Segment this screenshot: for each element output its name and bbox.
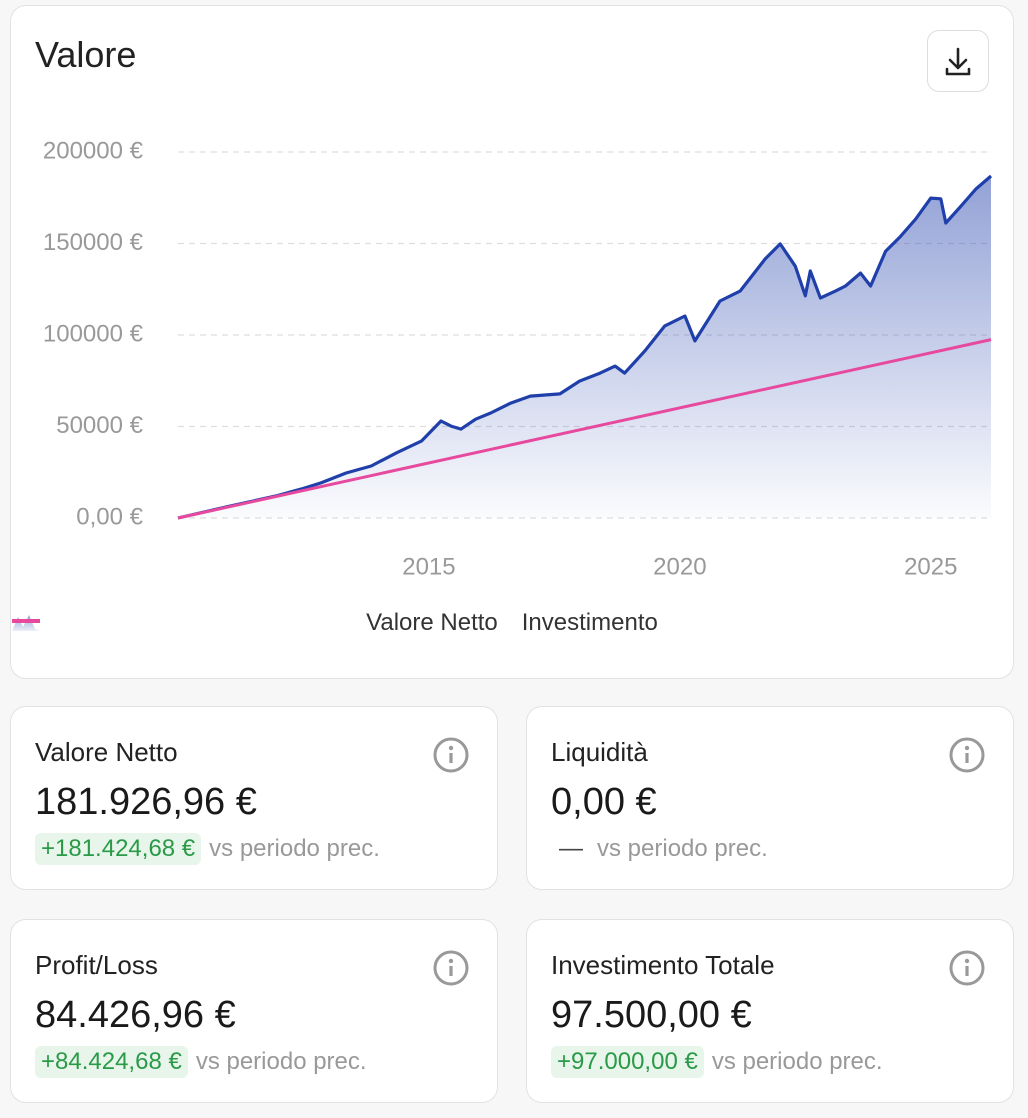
legend-item[interactable]: Valore Netto bbox=[12, 609, 498, 637]
chart-title: Valore bbox=[35, 34, 137, 75]
card-title: Investimento Totale bbox=[551, 950, 775, 980]
card-note: vs periodo prec. bbox=[209, 835, 380, 862]
stat-card: Valore Netto 181.926,96 € +181.424,68 € v… bbox=[10, 706, 498, 890]
stat-card: Investimento Totale 97.500,00 € +97.000,… bbox=[526, 919, 1014, 1103]
info-icon[interactable] bbox=[431, 948, 471, 988]
legend-item[interactable]: Investimento bbox=[12, 609, 658, 637]
info-icon[interactable] bbox=[431, 735, 471, 775]
card-value: 0,00 € bbox=[551, 781, 657, 823]
legend: Valore Netto Investimento bbox=[11, 609, 1013, 637]
download-button[interactable] bbox=[927, 30, 989, 92]
card-title: Profit/Loss bbox=[35, 950, 158, 980]
card-change: +181.424,68 € bbox=[35, 833, 202, 865]
stat-card: Profit/Loss 84.426,96 € +84.424,68 € vs p… bbox=[10, 919, 498, 1103]
legend-label: Investimento bbox=[521, 609, 658, 636]
legend-label: Valore Netto bbox=[366, 609, 498, 636]
card-note: vs periodo prec. bbox=[597, 835, 768, 862]
y-tick-label: 100000 € bbox=[43, 320, 144, 347]
card-change: — bbox=[559, 835, 583, 862]
stat-card: Liquidità 0,00 € — vs periodo prec. bbox=[526, 706, 1014, 890]
card-change: +84.424,68 € bbox=[35, 1046, 188, 1078]
legend-swatch bbox=[12, 619, 40, 623]
x-tick-label: 2025 bbox=[904, 553, 957, 580]
card-title: Valore Netto bbox=[35, 737, 178, 767]
line bbox=[177, 174, 993, 520]
card-value: 97.500,00 € bbox=[551, 994, 752, 1036]
card-value: 84.426,96 € bbox=[35, 994, 236, 1036]
info-icon[interactable] bbox=[947, 948, 987, 988]
download-icon bbox=[945, 47, 971, 76]
card-change: +97.000,00 € bbox=[551, 1046, 704, 1078]
area bbox=[178, 176, 991, 518]
card-value: 181.926,96 € bbox=[35, 781, 257, 823]
x-tick-label: 2020 bbox=[653, 553, 706, 580]
y-tick-label: 50000 € bbox=[56, 412, 143, 439]
y-tick-label: 0,00 € bbox=[76, 503, 143, 530]
chart: 0,00 € 50000 € 100000 € 150000 € 200000 € 201… bbox=[43, 137, 993, 580]
card-note: vs periodo prec. bbox=[711, 1048, 883, 1075]
line bbox=[177, 338, 992, 520]
x-tick-label: 2015 bbox=[402, 553, 455, 580]
chart-card: 0,00 € 50000 € 100000 € 150000 € 200000 € 201… bbox=[10, 5, 1014, 679]
y-tick-label: 150000 € bbox=[43, 229, 144, 256]
card-title: Liquidità bbox=[551, 737, 648, 767]
info-icon[interactable] bbox=[947, 735, 987, 775]
y-tick-label: 200000 € bbox=[43, 137, 144, 164]
card-note: vs periodo prec. bbox=[195, 1048, 367, 1075]
